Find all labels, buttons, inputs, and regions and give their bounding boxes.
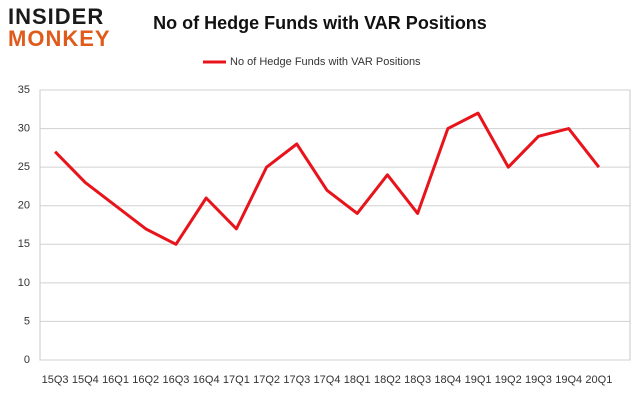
x-tick-label: 18Q3 — [404, 374, 431, 386]
x-tick-label: 17Q3 — [283, 374, 310, 386]
x-tick-label: 16Q1 — [102, 374, 129, 386]
x-tick-label: 16Q3 — [162, 374, 189, 386]
x-tick-label: 17Q2 — [253, 374, 280, 386]
x-tick-label: 18Q1 — [344, 374, 371, 386]
data-line — [54, 111, 601, 246]
x-tick-label: 16Q4 — [193, 374, 220, 386]
x-tick-label: 15Q4 — [72, 374, 99, 386]
y-tick-label: 20 — [18, 200, 30, 212]
y-tick-label: 15 — [18, 238, 30, 250]
x-tick-label: 18Q4 — [434, 374, 461, 386]
x-tick-label: 16Q2 — [132, 374, 159, 386]
x-tick-label: 17Q1 — [223, 374, 250, 386]
x-tick-label: 18Q2 — [374, 374, 401, 386]
legend-label: No of Hedge Funds with VAR Positions — [230, 56, 421, 68]
y-tick-label: 35 — [18, 84, 30, 96]
x-tick-label: 15Q3 — [42, 374, 69, 386]
plot-frame — [39, 89, 631, 361]
logo-bottom: MONKEY — [8, 26, 111, 51]
x-tick-label: 20Q1 — [585, 374, 612, 386]
y-tick-label: 30 — [18, 122, 30, 134]
x-tick-label: 19Q4 — [555, 374, 582, 386]
x-tick-label: 19Q2 — [495, 374, 522, 386]
y-tick-label: 25 — [18, 161, 30, 173]
logo-top: INSIDER — [8, 4, 104, 29]
y-tick-label: 5 — [24, 315, 30, 327]
x-tick-label: 19Q3 — [525, 374, 552, 386]
chart-title: No of Hedge Funds with VAR Positions — [153, 13, 487, 33]
y-tick-label: 0 — [24, 354, 30, 366]
y-tick-label: 10 — [18, 277, 30, 289]
x-tick-label: 19Q1 — [465, 374, 492, 386]
x-tick-label: 17Q4 — [314, 374, 341, 386]
